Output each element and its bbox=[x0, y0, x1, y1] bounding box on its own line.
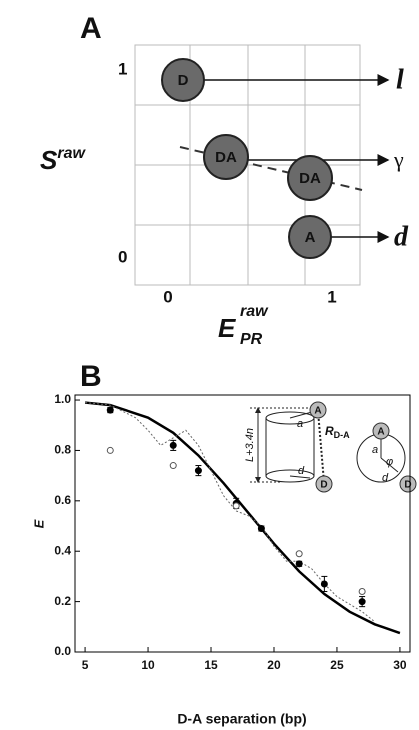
y-tick-label: 0.0 bbox=[54, 644, 71, 658]
x-axis-label-sub: PR bbox=[240, 331, 263, 348]
y-tick-label: 0.2 bbox=[54, 594, 71, 608]
inset-label-sub: D-A bbox=[334, 430, 350, 440]
bubble bbox=[287, 155, 333, 201]
x-tick-label: 20 bbox=[267, 658, 281, 672]
point bbox=[295, 560, 303, 568]
line bbox=[85, 402, 376, 623]
arrow-label: l bbox=[396, 64, 404, 95]
panel-b: B E D-A separation (bp) L+3.4n a d A D R… bbox=[31, 360, 417, 727]
inset-node bbox=[372, 422, 390, 440]
inset-label: d bbox=[298, 465, 305, 477]
x-axis-label: D-A separation (bp) bbox=[177, 711, 306, 727]
x-tick-label: 5 bbox=[82, 658, 89, 672]
bubble bbox=[288, 215, 332, 259]
x-tick-label: 15 bbox=[204, 658, 218, 672]
point bbox=[257, 525, 265, 533]
cylinder-radius bbox=[289, 411, 313, 419]
bubble bbox=[203, 134, 249, 180]
inset-label: a bbox=[297, 418, 303, 430]
x-axis-label-sup: raw bbox=[240, 303, 269, 320]
point bbox=[358, 588, 366, 596]
x-tick-label: 10 bbox=[141, 658, 155, 672]
inset-radius bbox=[380, 457, 399, 473]
y-axis-label-sup: raw bbox=[57, 145, 86, 162]
point bbox=[295, 550, 303, 558]
x-tick-label: 1 bbox=[327, 287, 336, 306]
point bbox=[106, 446, 114, 454]
inset-label: a bbox=[372, 444, 378, 456]
bubble bbox=[161, 58, 205, 102]
inset-label: d bbox=[382, 472, 389, 484]
y-axis-label: E bbox=[31, 519, 46, 528]
plot-frame bbox=[74, 394, 411, 653]
x-tick-label: 0 bbox=[163, 287, 172, 306]
inset-node-label: A bbox=[377, 427, 384, 438]
y-axis-label-main: S bbox=[40, 145, 58, 175]
inset-label: φ bbox=[386, 456, 393, 468]
y-tick-label: 0.4 bbox=[54, 543, 71, 557]
inset-distance bbox=[317, 410, 325, 483]
line bbox=[84, 401, 401, 635]
y-tick-label: 0 bbox=[118, 247, 127, 266]
arrow-label: γ bbox=[393, 147, 404, 172]
y-tick-label: 0.6 bbox=[54, 493, 71, 507]
point bbox=[194, 467, 202, 475]
point bbox=[169, 441, 177, 449]
inset-node-label: D bbox=[404, 480, 411, 491]
y-tick-label: 1 bbox=[118, 59, 127, 78]
inset-label-main: R bbox=[325, 424, 334, 438]
point bbox=[358, 598, 366, 606]
point bbox=[232, 502, 240, 510]
y-tick-label: 1.0 bbox=[54, 392, 71, 406]
panel-label: B bbox=[80, 360, 102, 393]
inset-label: RD-A bbox=[325, 424, 350, 440]
inset-node-label: A bbox=[314, 406, 321, 417]
inset-node bbox=[399, 475, 417, 493]
inset-node bbox=[309, 401, 327, 419]
x-axis-label: Eraw PR bbox=[218, 303, 269, 348]
point bbox=[320, 580, 328, 588]
inset: L+3.4n a d A D RD-A A D a φ d bbox=[244, 401, 417, 493]
arrow-label: d bbox=[394, 221, 409, 252]
bubble-label: D bbox=[178, 72, 189, 89]
inset-node-label: D bbox=[320, 480, 327, 491]
bubble-label: DA bbox=[299, 170, 321, 187]
point bbox=[106, 406, 114, 414]
x-tick-label: 25 bbox=[330, 658, 344, 672]
x-tick-label: 30 bbox=[393, 658, 407, 672]
bubble-label: DA bbox=[215, 149, 237, 166]
point bbox=[169, 462, 177, 470]
x-axis-label-main: E bbox=[218, 313, 236, 343]
panel-label: A bbox=[80, 12, 102, 45]
y-axis-label: Sraw bbox=[40, 145, 86, 175]
bubble-label: A bbox=[305, 229, 316, 246]
inset-node bbox=[315, 475, 333, 493]
panel-a: A 1 0 0 1 Sraw Eraw PR D DA DA A l γ d bbox=[40, 12, 409, 348]
cylinder-radius bbox=[289, 475, 311, 479]
inset-label: L+3.4n bbox=[244, 428, 256, 462]
y-tick-label: 0.8 bbox=[54, 443, 71, 457]
